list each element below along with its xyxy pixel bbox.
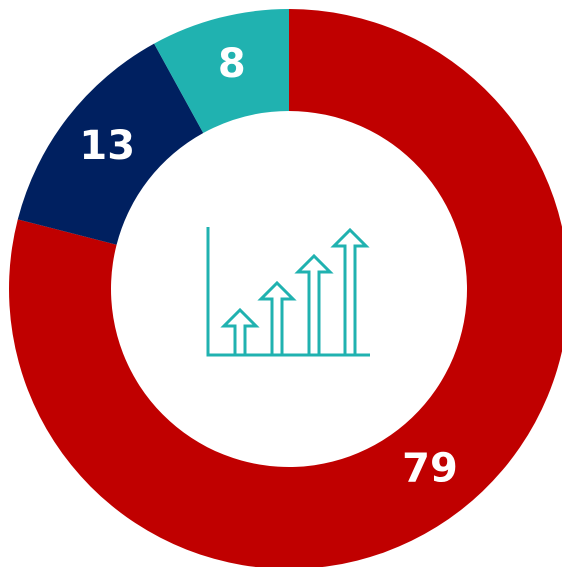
- icon-arrow: [257, 280, 297, 355]
- data-label: 8: [218, 41, 246, 87]
- data-label: 79: [402, 446, 458, 492]
- donut-slice: [17, 43, 204, 245]
- icon-arrow: [330, 227, 370, 355]
- donut-slice: [154, 9, 289, 134]
- icon-arrow: [294, 253, 334, 355]
- data-label: 13: [79, 123, 135, 169]
- center-icon: [206, 227, 370, 357]
- icon-axes: [206, 227, 370, 357]
- icon-arrow: [220, 307, 260, 355]
- donut-slice: [9, 9, 562, 567]
